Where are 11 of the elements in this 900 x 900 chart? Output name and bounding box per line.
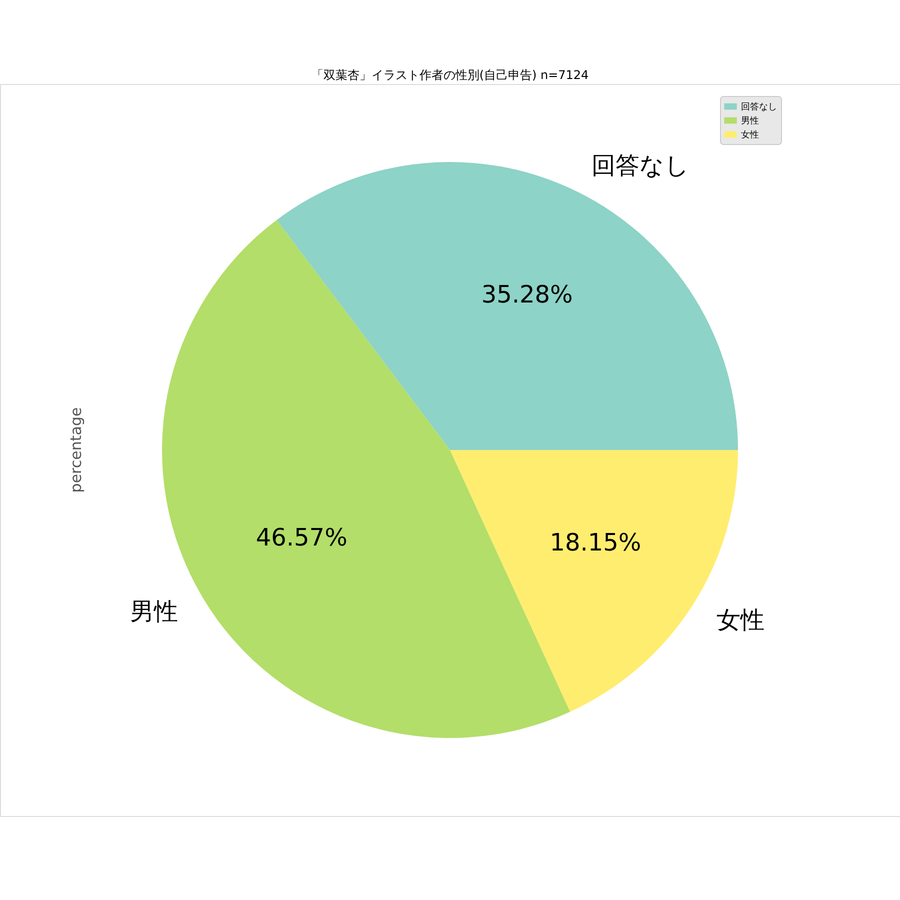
slice-label: 女性: [716, 606, 765, 634]
legend-label: 男性: [741, 116, 759, 126]
data-label: 18.15%: [550, 528, 642, 556]
slice-label: 回答なし: [591, 151, 690, 180]
data-label: 35.28%: [481, 280, 573, 308]
slice-label: 男性: [130, 597, 178, 626]
text: percentage: [67, 407, 85, 493]
chart-title: 「双葉杏」イラスト作者の性別(自己申告) n=7124: [311, 68, 589, 82]
legend-label: 女性: [741, 130, 759, 140]
data-label: 46.57%: [256, 524, 348, 552]
legend-label: 回答なし: [741, 102, 777, 112]
